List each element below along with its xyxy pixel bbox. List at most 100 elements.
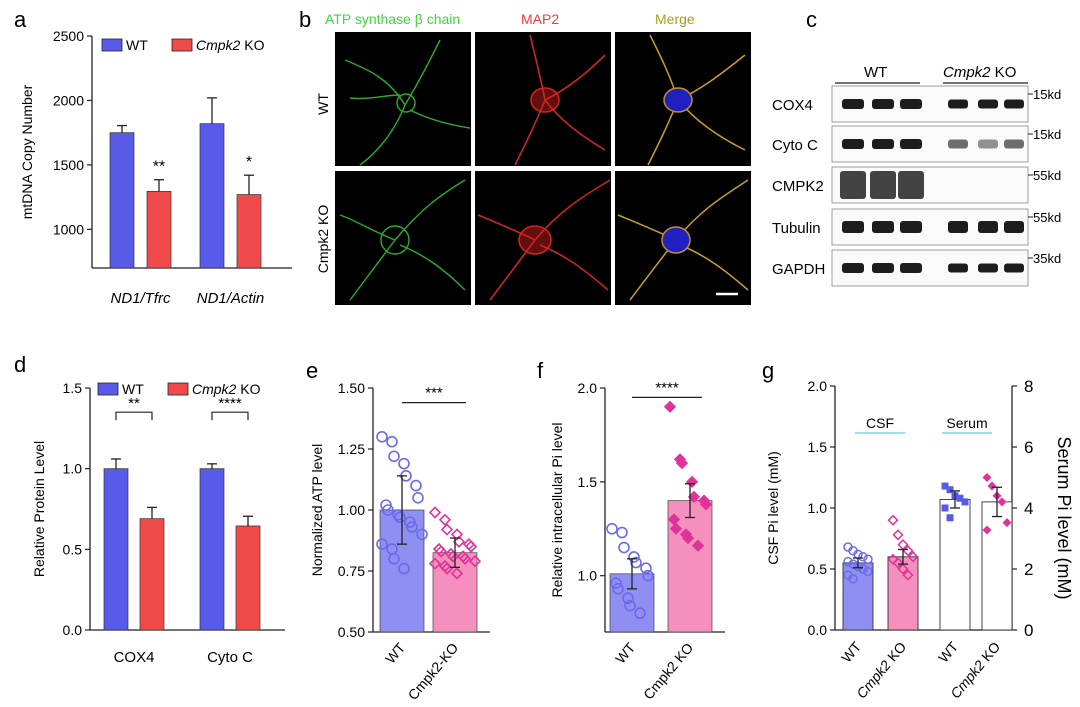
data-point-csf-wt bbox=[843, 556, 853, 567]
significance: * bbox=[246, 154, 252, 171]
chart-f: 1.0 1.5 2.0 Relative intracellular Pi level… bbox=[549, 379, 725, 702]
blot-marker-label: 55kd bbox=[1033, 210, 1061, 225]
data-point-csf-ko bbox=[887, 553, 899, 565]
data-point-wt bbox=[410, 479, 422, 492]
blot-band bbox=[978, 139, 998, 149]
legend-label-ko-gene: Cmpk2 bbox=[192, 381, 237, 397]
chart-e-ytick-label: 0.75 bbox=[338, 563, 365, 579]
blot-band bbox=[872, 139, 894, 149]
bar-2 bbox=[939, 499, 971, 631]
blot-membrane bbox=[831, 125, 1029, 163]
x-category-label: WT bbox=[838, 638, 865, 665]
data-point-csf-ko bbox=[892, 557, 904, 569]
chart-f-ytick-label: 1.0 bbox=[578, 568, 598, 584]
chart-d: 0.0 0.5 1.0 1.5 Relative Protein Level ** COX4… bbox=[31, 380, 285, 666]
legend-label-ko-suffix: KO bbox=[236, 381, 260, 397]
chart-d-ylabel: Relative Protein Level bbox=[31, 441, 47, 577]
data-point-wt bbox=[624, 599, 636, 612]
data-point-ko bbox=[438, 513, 452, 526]
panel-label-d: d bbox=[14, 352, 26, 377]
bar-wt bbox=[109, 132, 135, 269]
chart-d-ytick-label: 0.0 bbox=[63, 622, 83, 638]
chart-a-ylabel: mtDNA Copy Number bbox=[19, 84, 35, 219]
blot-band bbox=[948, 221, 968, 233]
blot-band bbox=[900, 263, 922, 273]
chart-g-ytick-label: 2.0 bbox=[808, 378, 828, 394]
blot-band bbox=[840, 171, 866, 199]
x-category-label: COX4 bbox=[114, 649, 155, 666]
data-point-serum-wt bbox=[946, 514, 954, 522]
data-point-ko bbox=[468, 555, 482, 568]
blot-group-ko: Cmpk2 KO bbox=[943, 64, 1016, 81]
panel-label-a: a bbox=[14, 7, 27, 32]
chart-g-ytick-label-right: 4 bbox=[1024, 499, 1033, 518]
significance: **** bbox=[655, 379, 679, 396]
data-point-wt bbox=[612, 583, 624, 595]
blot-band bbox=[948, 139, 968, 149]
blot-band bbox=[948, 99, 968, 109]
x-category-label: Cyto C bbox=[207, 649, 253, 666]
data-point-wt bbox=[392, 509, 404, 521]
blot-marker-label: 15kd bbox=[1033, 87, 1061, 102]
bar-wt bbox=[103, 468, 129, 631]
data-point-wt bbox=[386, 435, 398, 448]
data-point-ko bbox=[675, 456, 689, 470]
data-point-csf-ko bbox=[902, 569, 914, 581]
significance-bracket bbox=[115, 411, 153, 421]
chart-e-ylabel: Normalized ATP level bbox=[309, 444, 325, 577]
chart-g-ytick-label-right: 8 bbox=[1024, 377, 1033, 396]
data-point-wt bbox=[416, 528, 428, 541]
legend-label-wt: WT bbox=[122, 381, 144, 397]
data-point-csf-wt bbox=[858, 552, 868, 562]
blot-band bbox=[898, 171, 924, 199]
data-point-serum-wt bbox=[941, 482, 949, 490]
x-category-label: WT bbox=[382, 639, 409, 666]
data-point-wt bbox=[642, 569, 654, 582]
data-point-wt bbox=[388, 450, 400, 463]
chart-d-ytick-label: 1.5 bbox=[63, 380, 83, 396]
data-point-serum-ko bbox=[987, 481, 997, 491]
blot-band bbox=[1004, 139, 1024, 149]
blot-row-label: Tubulin bbox=[772, 220, 821, 237]
data-point-ko bbox=[699, 498, 713, 511]
data-point-ko bbox=[434, 545, 448, 558]
data-point-ko bbox=[687, 490, 701, 503]
data-point-ko bbox=[428, 506, 442, 519]
group-label: CSF bbox=[866, 415, 894, 431]
bar-ko bbox=[236, 194, 262, 269]
data-point-wt bbox=[398, 457, 410, 470]
data-point-serum-wt bbox=[961, 498, 969, 506]
bar-ko bbox=[235, 525, 261, 631]
data-point-csf-ko bbox=[887, 514, 899, 526]
chart-e-ytick-label: 1.25 bbox=[338, 441, 365, 457]
data-point-ko bbox=[440, 523, 454, 536]
data-point-ko bbox=[663, 400, 677, 413]
data-point-wt bbox=[398, 562, 410, 575]
data-point-csf-ko bbox=[892, 529, 904, 541]
data-point-wt bbox=[610, 577, 622, 590]
chart-g-ytick-label-right: 2 bbox=[1024, 560, 1033, 579]
col-title-merge: Merge bbox=[655, 11, 695, 27]
legend-label-ko-gene: Cmpk2 bbox=[196, 37, 241, 53]
chart-e-ytick-label: 1.00 bbox=[338, 502, 365, 518]
chart-d-ytick-label: 1.0 bbox=[63, 461, 83, 477]
data-point-csf-wt bbox=[863, 554, 873, 564]
data-point-serum-ko bbox=[997, 497, 1007, 507]
significance: **** bbox=[218, 395, 242, 412]
data-point-serum-ko bbox=[982, 473, 992, 482]
blot-band bbox=[842, 99, 864, 109]
data-point-ko bbox=[681, 532, 695, 545]
data-point-wt bbox=[616, 526, 628, 539]
data-point-ko bbox=[458, 552, 472, 565]
chart-a-ytick-label: 2500 bbox=[53, 28, 84, 44]
panel-label-g: g bbox=[762, 358, 774, 383]
data-point-ko bbox=[464, 540, 478, 553]
bar-0 bbox=[842, 562, 874, 631]
chart-g-ytick-label: 1.5 bbox=[808, 439, 828, 455]
panel-label-c: c bbox=[806, 7, 817, 32]
chart-g-ytick-label: 1.0 bbox=[808, 500, 828, 516]
data-point-wt bbox=[628, 551, 640, 563]
x-category-label: Cmpk2 KO bbox=[640, 640, 696, 703]
chart-g-ytick-label-right: 6 bbox=[1024, 438, 1033, 457]
